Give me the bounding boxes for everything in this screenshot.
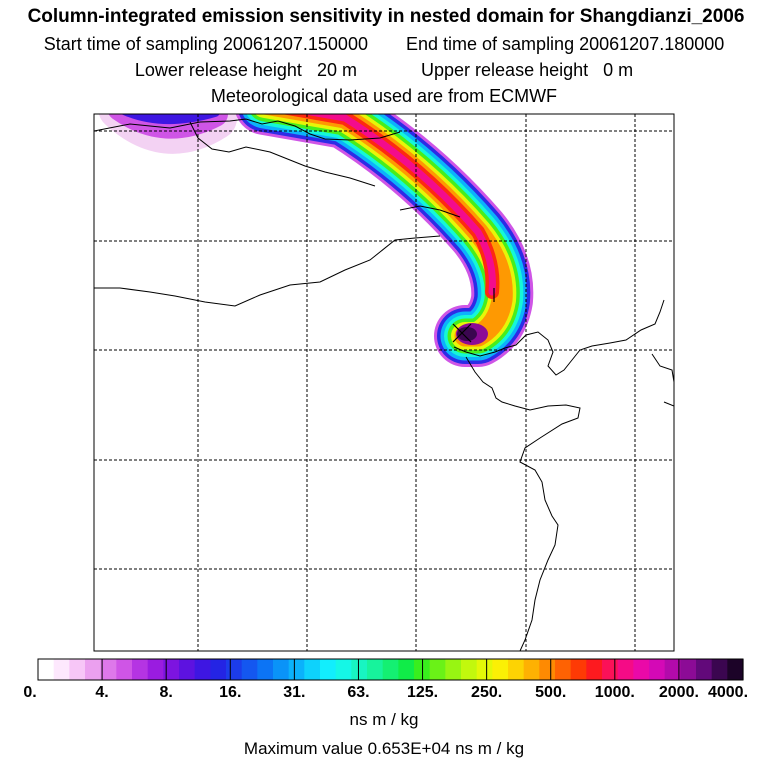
colorbar-swatch: [351, 659, 368, 680]
colorbar-tick-label: 4000.: [707, 684, 749, 701]
colorbar-swatch: [461, 659, 478, 680]
colorbar-swatch: [116, 659, 133, 680]
colorbar-swatch: [273, 659, 290, 680]
colorbar-swatch: [539, 659, 556, 680]
coastlines: [94, 118, 674, 651]
colorbar-tick-label: 63.: [347, 684, 370, 701]
colorbar-swatch: [664, 659, 681, 680]
colorbar-swatch: [320, 659, 337, 680]
receptor-x-mark: [452, 288, 495, 343]
colorbar-swatch: [476, 659, 493, 680]
colorbar-tick-label: 250.: [471, 684, 503, 701]
emission-sensitivity-plume: [98, 114, 534, 367]
colorbar-swatch: [288, 659, 305, 680]
lower-height-label: Lower release height: [134, 60, 302, 80]
colorbar-swatch: [508, 659, 525, 680]
map-area: [94, 114, 674, 651]
colorbar-swatch: [727, 659, 744, 680]
colorbar-swatch: [633, 659, 650, 680]
release-heights: Lower release height 20 m Upper release …: [0, 60, 768, 81]
colorbar-swatch: [53, 659, 70, 680]
colorbar-tick-label: 0.: [23, 684, 37, 701]
colorbar-swatch: [398, 659, 415, 680]
colorbar-swatch: [492, 659, 509, 680]
colorbar-swatch: [100, 659, 117, 680]
colorbar-tick-labels: 0. 4. 8. 16. 31. 63. 125. 250. 500. 1000. 2000. 400…: [0, 684, 768, 704]
colorbar-units: ns m / kg: [349, 710, 419, 729]
start-time-value: 20061207.150000: [222, 34, 368, 54]
map-frame: [93, 113, 675, 652]
end-time-label: End time of sampling: [406, 34, 575, 54]
lower-height-value: 20 m: [316, 60, 357, 80]
colorbar-swatch: [85, 659, 102, 680]
colorbar-tick-label: 8.: [159, 684, 173, 701]
colorbar-swatch: [147, 659, 164, 680]
upper-height-label: Upper release height: [421, 60, 589, 80]
colorbar-swatch: [210, 659, 227, 680]
colorbar-swatch: [523, 659, 540, 680]
colorbar-swatch: [602, 659, 619, 680]
colorbar: [37, 658, 744, 681]
colorbar-tick-label: 500.: [535, 684, 567, 701]
meteorology-source: Meteorological data used are from ECMWF: [210, 86, 558, 106]
colorbar-swatch: [649, 659, 666, 680]
colorbar-swatch: [617, 659, 634, 680]
colorbar-swatch: [680, 659, 697, 680]
colorbar-tick-label: 2000.: [658, 684, 699, 701]
colorbar-tick-label: 16.: [219, 684, 242, 701]
end-time-value: 20061207.180000: [579, 34, 725, 54]
colorbar-swatch: [226, 659, 243, 680]
colorbar-swatch: [179, 659, 196, 680]
colorbar-tick-label: 125.: [406, 684, 439, 701]
maximum-value: Maximum value 0.653E+04 ns m / kg: [243, 739, 525, 758]
colorbar-swatch: [570, 659, 587, 680]
colorbar-swatch: [304, 659, 321, 680]
upper-height-value: 0 m: [603, 60, 634, 80]
colorbar-swatch: [194, 659, 211, 680]
colorbar-swatch: [241, 659, 258, 680]
colorbar-swatch: [586, 659, 603, 680]
colorbar-swatch: [132, 659, 149, 680]
colorbar-swatch: [696, 659, 713, 680]
colorbar-swatch: [257, 659, 274, 680]
colorbar-tick-label: 1000.: [594, 684, 635, 701]
colorbar-swatch: [711, 659, 728, 680]
colorbar-swatch: [367, 659, 384, 680]
colorbar-frame: [37, 658, 744, 681]
chart-title: Column-integrated emission sensitivity i…: [27, 6, 745, 27]
colorbar-swatch: [382, 659, 399, 680]
colorbar-swatch: [445, 659, 462, 680]
colorbar-swatch: [429, 659, 446, 680]
colorbar-swatch: [163, 659, 180, 680]
colorbar-tick-label: 31.: [283, 684, 306, 701]
colorbar-swatch: [555, 659, 572, 680]
colorbar-swatch: [69, 659, 86, 680]
colorbar-swatch: [38, 659, 55, 680]
start-time-label: Start time of sampling: [43, 34, 218, 54]
colorbar-tick-label: 4.: [95, 684, 109, 701]
sampling-times: Start time of sampling 20061207.150000 E…: [0, 34, 768, 55]
colorbar-swatch: [335, 659, 352, 680]
graticule: [94, 114, 674, 651]
